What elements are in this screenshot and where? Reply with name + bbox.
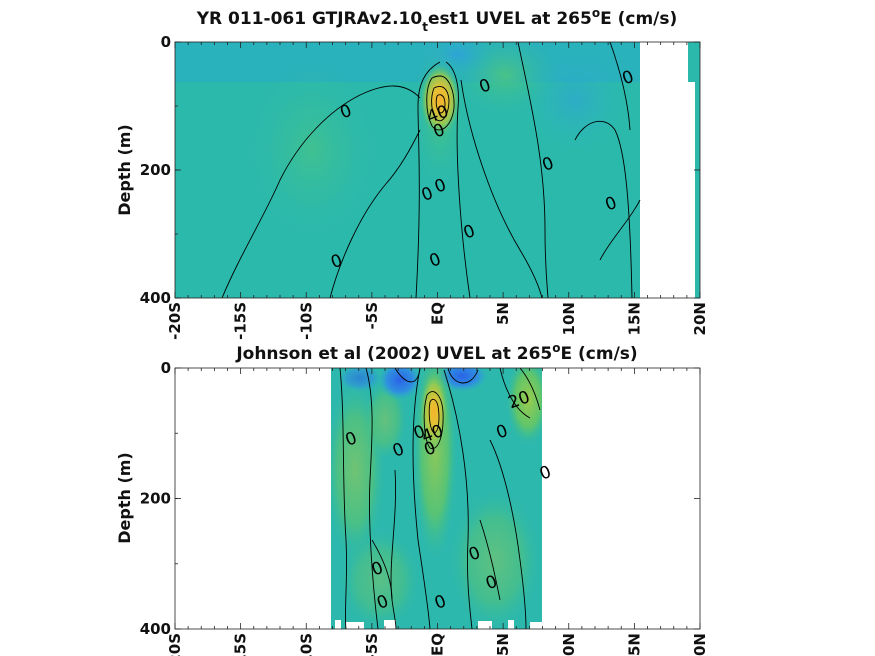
top-x-tick-labels: -20S -15S -10S -5S EQ 5N 10N 15N 20N	[166, 302, 709, 340]
x-tick-label: 20N	[691, 302, 709, 335]
x-tick-label: -5S	[363, 302, 381, 329]
x-tick-label: -5S	[363, 633, 381, 656]
top-y-tick-labels: 0 200 400	[140, 33, 171, 307]
y-tick-label: 400	[140, 289, 171, 307]
bottom-x-tick-labels: -20S -15S -10S -5S EQ 5N 10N 15N 20N	[166, 633, 709, 656]
x-tick-label: -15S	[232, 633, 250, 656]
top-y-axis-label: Depth (m)	[115, 124, 134, 216]
x-tick-label: 10N	[560, 302, 578, 335]
y-tick-label: 200	[140, 161, 171, 179]
x-tick-label: -10S	[297, 633, 315, 656]
x-tick-label: 15N	[625, 633, 643, 656]
x-tick-label: -10S	[297, 302, 315, 340]
x-tick-label: -15S	[232, 302, 250, 340]
y-tick-label: 200	[140, 490, 171, 508]
x-tick-label: EQ	[429, 302, 447, 325]
top-panel: YR 011-061 GTJRAv2.10test1 UVEL at 265oE…	[115, 6, 709, 340]
x-tick-label: 5N	[494, 633, 512, 656]
top-ticks	[174, 41, 701, 299]
bottom-panel: Johnson et al (2002) UVEL at 265oE (cm/s…	[115, 341, 709, 656]
top-title: YR 011-061 GTJRAv2.10test1 UVEL at 265oE…	[196, 6, 678, 34]
x-tick-label: 15N	[625, 302, 643, 335]
x-tick-label: -20S	[166, 302, 184, 340]
top-contours	[221, 42, 641, 298]
bottom-velocity-field	[331, 368, 542, 629]
y-tick-label: 0	[161, 359, 171, 377]
bottom-y-tick-labels: 0 200 400	[140, 359, 171, 638]
x-tick-label: EQ	[429, 633, 447, 656]
bottom-y-axis-label: Depth (m)	[115, 452, 134, 544]
x-tick-label: 5N	[494, 302, 512, 325]
x-tick-label: 20N	[691, 633, 709, 656]
y-tick-label: 0	[161, 33, 171, 51]
x-tick-label: 10N	[560, 633, 578, 656]
top-velocity-field	[175, 42, 700, 298]
bottom-ticks	[174, 367, 701, 630]
x-tick-label: -20S	[166, 633, 184, 656]
bottom-title: Johnson et al (2002) UVEL at 265oE (cm/s…	[235, 341, 637, 364]
y-tick-label: 400	[140, 620, 171, 638]
bottom-contours	[339, 368, 541, 629]
